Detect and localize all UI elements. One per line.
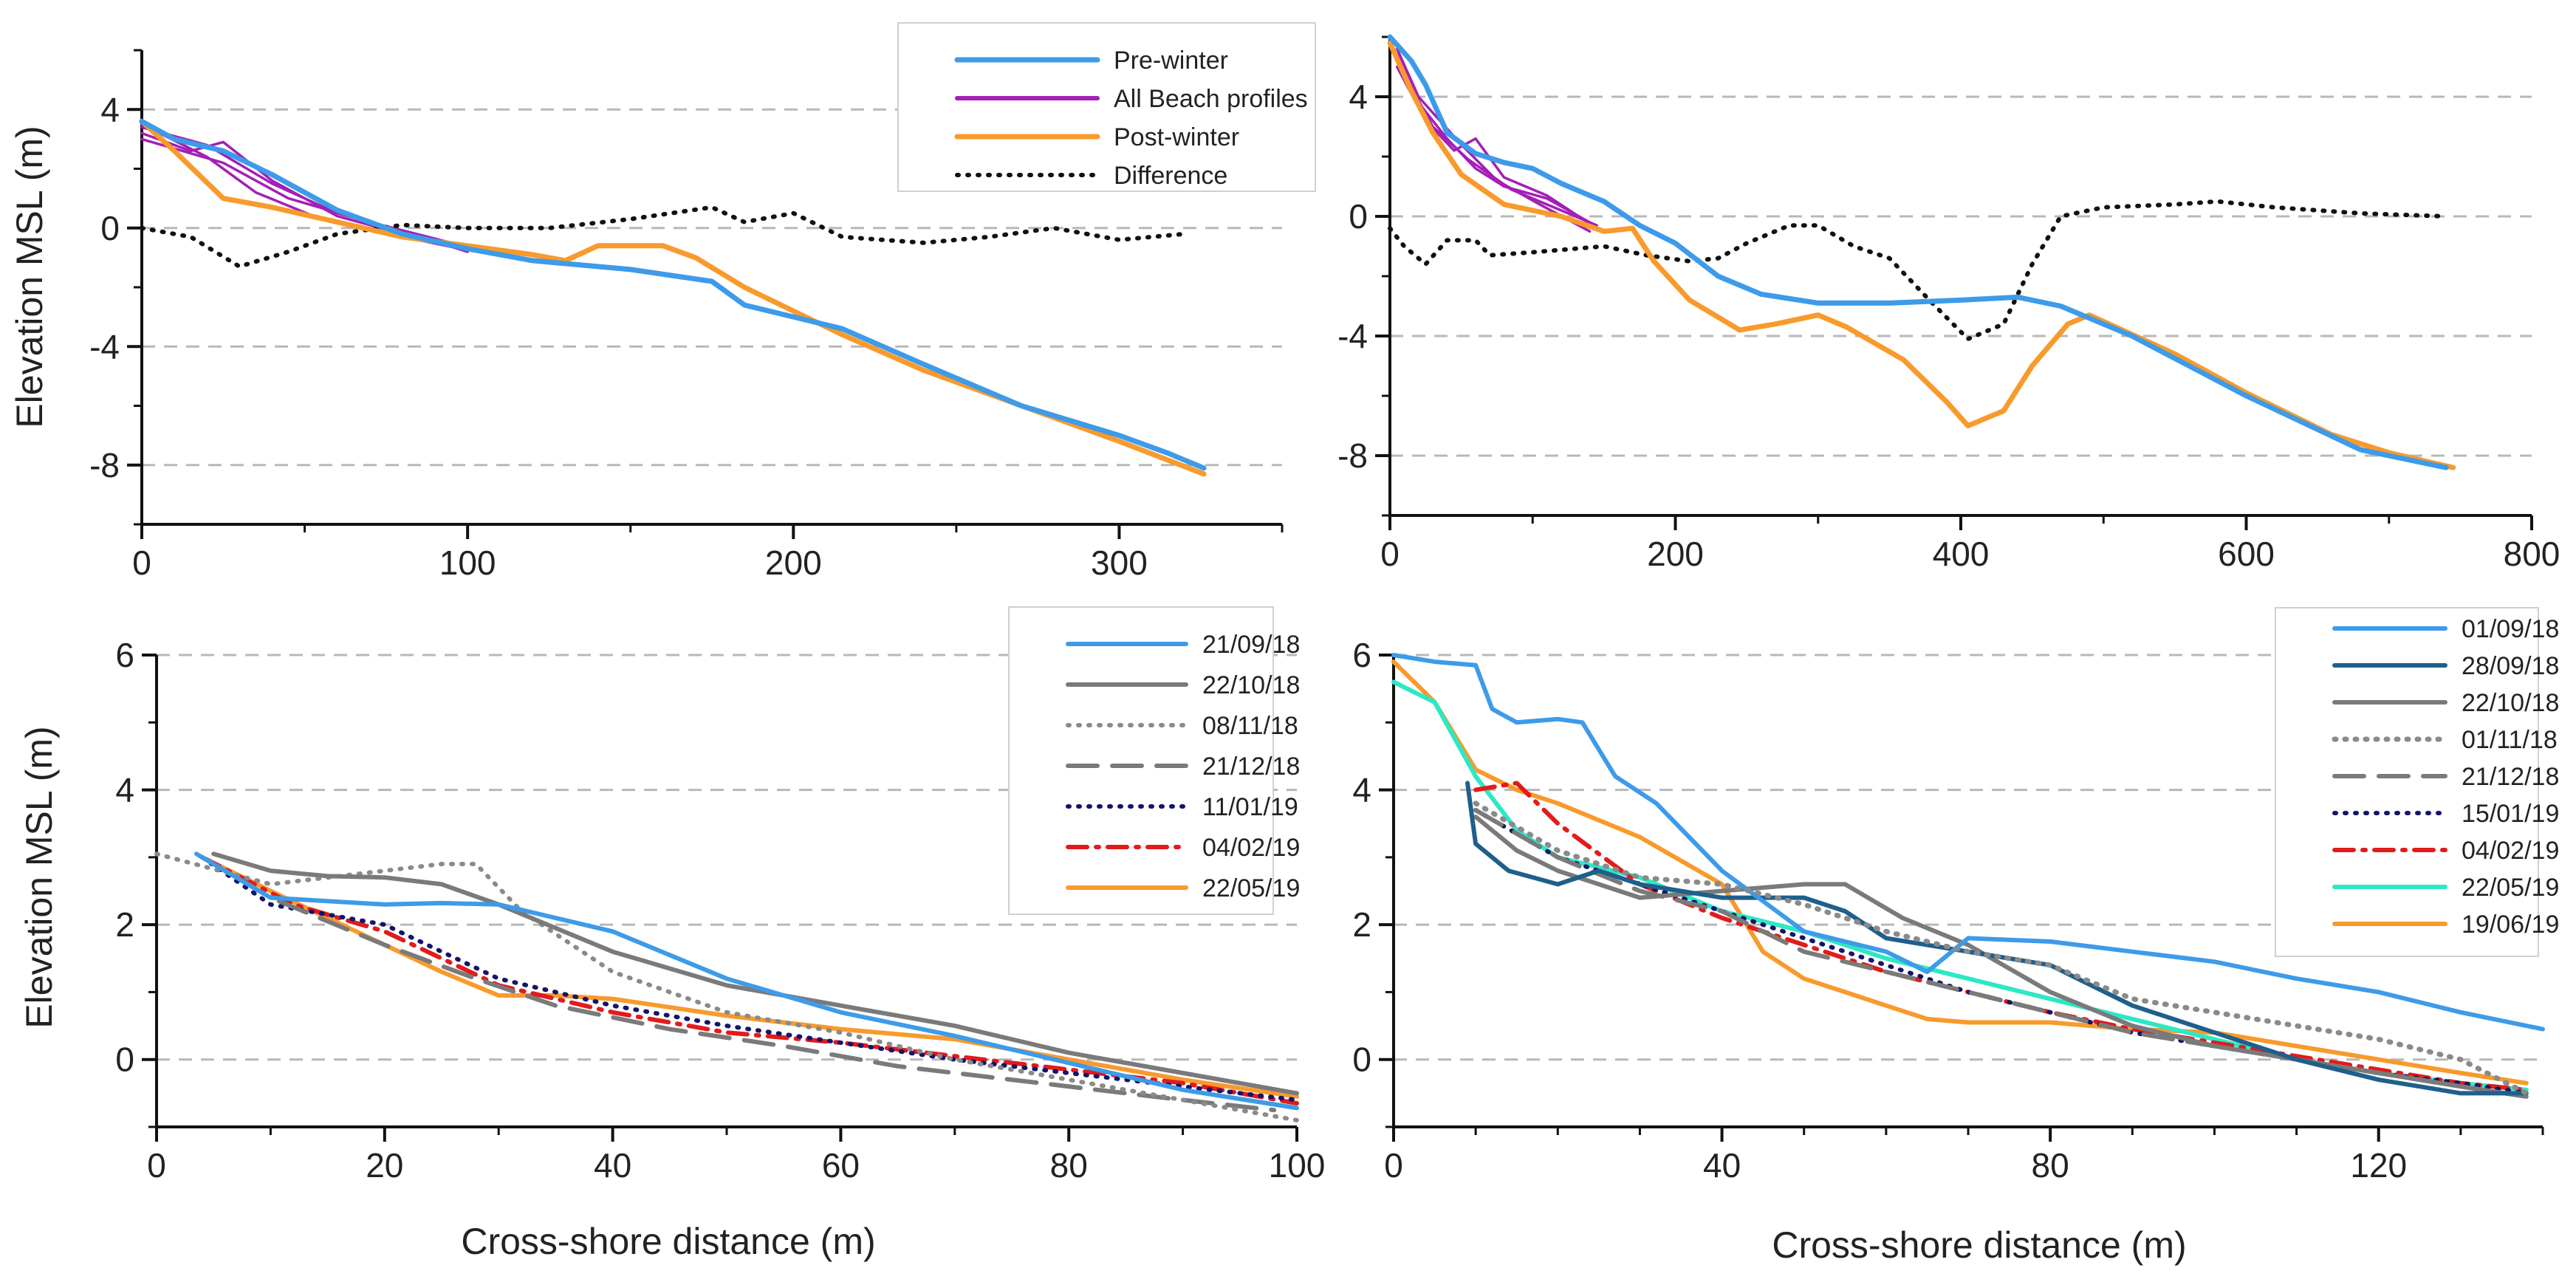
- series-line-difference: [1388, 199, 2449, 341]
- legend-label: 21/09/18: [1202, 631, 1300, 659]
- y-tick-label: -8: [89, 446, 120, 484]
- series-line-01-09-18: [1391, 653, 2545, 1032]
- x-tick-label: 40: [1703, 1146, 1741, 1185]
- legend-label: 22/10/18: [1202, 671, 1300, 699]
- legend-panel-a: Pre-winter All Beach profiles Post-winter D…: [897, 22, 1316, 192]
- legend-label: 22/05/19: [1202, 874, 1300, 902]
- series-line-difference: [140, 205, 1187, 269]
- series-line-post-winter: [139, 118, 1207, 477]
- y-tick-label: 0: [1349, 197, 1368, 236]
- series-line-pre-winter: [139, 118, 1207, 471]
- legend-label: 08/11/18: [1202, 712, 1298, 740]
- x-tick-label: 80: [2032, 1146, 2069, 1185]
- x-tick-label: 400: [1933, 535, 1990, 573]
- plot-panel-a: 0 100 200 300 -8 -4 0 4 Pre-winter All Beach prof…: [89, 22, 1316, 582]
- y-tick-label: 0: [115, 1041, 134, 1079]
- x-tick-label: 300: [1091, 544, 1148, 582]
- legend-label: 11/01/19: [1202, 793, 1298, 821]
- series-line-all-beach-profiles-3: [1395, 47, 1592, 233]
- y-tick-label: 4: [1349, 78, 1368, 116]
- legend-label: 21/12/18: [2462, 763, 2559, 791]
- plot-panel-d: 0 40 80 120 0 2 4 6 01/09/18 28/09/18 22/10/18 01/1…: [1352, 607, 2559, 1185]
- y-tick-label: 4: [100, 90, 120, 128]
- y-tick-label: 2: [1352, 905, 1371, 944]
- x-tick-label: 40: [594, 1146, 631, 1185]
- y-tick-label: 6: [1352, 636, 1371, 674]
- y-tick-label: 4: [1352, 771, 1371, 809]
- x-tick-label: 800: [2504, 535, 2560, 573]
- y-tick-label: 2: [115, 905, 134, 944]
- legend-label: Pre-winter: [1114, 47, 1228, 75]
- series-line-08-11-18: [154, 851, 1299, 1122]
- y-tick-label: 4: [115, 771, 134, 809]
- x-tick-label: 120: [2350, 1146, 2407, 1185]
- legend-label: Post-winter: [1114, 123, 1239, 151]
- y-axis-title-bottom: Elevation MSL (m): [18, 726, 60, 1028]
- legend-label: Difference: [1114, 162, 1227, 190]
- legend-label: 04/02/19: [1202, 834, 1300, 862]
- y-tick-label: -4: [1337, 317, 1368, 355]
- legend-box: [1008, 606, 1274, 915]
- series-line-21-12-18: [199, 854, 1277, 1113]
- plot-panel-c: 0 20 40 60 80 100 0 2 4 6 21/09/18 22/10/18 08/11/18…: [115, 606, 1326, 1185]
- legend-label: 28/09/18: [2462, 652, 2559, 680]
- x-tick-label: 80: [1050, 1146, 1088, 1185]
- legend-label: 15/01/19: [2462, 800, 2559, 828]
- series-line-11-01-19: [199, 854, 1299, 1103]
- y-tick-label: 0: [100, 209, 120, 247]
- x-tick-label: 200: [765, 544, 822, 582]
- legend-label: 22/05/19: [2462, 874, 2559, 902]
- x-tick-label: 100: [439, 544, 496, 582]
- legend-panel-c: 21/09/18 22/10/18 08/11/18 21/12/18 11/01/19…: [1008, 606, 1300, 915]
- series-line-22-10-18: [211, 851, 1299, 1096]
- legend-label: 21/12/18: [1202, 753, 1300, 781]
- series-line-pre-winter: [1387, 34, 2449, 470]
- legend-box: [897, 22, 1316, 192]
- x-axis-title-left: Cross-shore distance (m): [461, 1221, 875, 1262]
- x-tick-label: 600: [2218, 535, 2275, 573]
- legend-label: 01/11/18: [2462, 726, 2558, 754]
- x-tick-label: 0: [1384, 1146, 1403, 1185]
- legend-panel-d: 01/09/18 28/09/18 22/10/18 01/11/18 21/12/18…: [2275, 607, 2559, 957]
- y-tick-label: -8: [1337, 436, 1368, 475]
- legend-label: 04/02/19: [2462, 837, 2559, 865]
- legend-label: 19/06/19: [2462, 911, 2559, 939]
- x-tick-label: 100: [1269, 1146, 1326, 1185]
- series-line-post-winter: [1387, 40, 2456, 470]
- legend-label: 22/10/18: [2462, 689, 2559, 717]
- y-axis-title-top: Elevation MSL (m): [9, 126, 50, 428]
- legend-label: 01/09/18: [2462, 615, 2559, 643]
- x-tick-label: 20: [366, 1146, 403, 1185]
- x-axis-title-right: Cross-shore distance (m): [1772, 1224, 2186, 1266]
- x-tick-label: 60: [822, 1146, 860, 1185]
- x-tick-label: 200: [1647, 535, 1704, 573]
- series-line-22-10-18: [1473, 815, 2529, 1099]
- x-tick-label: 0: [132, 544, 151, 582]
- series-line-01-11-18: [1473, 801, 2529, 1096]
- y-tick-label: 0: [1352, 1041, 1371, 1079]
- x-tick-label: 0: [1380, 535, 1400, 573]
- y-tick-label: -4: [89, 327, 120, 366]
- plot-panel-b: 0 200 400 600 800 -8 -4 0 4: [1337, 34, 2560, 573]
- series-line-21-09-18: [194, 851, 1299, 1111]
- y-tick-label: 6: [115, 636, 134, 674]
- legend-label: All Beach profiles: [1114, 85, 1308, 113]
- x-tick-label: 0: [147, 1146, 166, 1185]
- series-line-04-02-19: [199, 854, 1299, 1106]
